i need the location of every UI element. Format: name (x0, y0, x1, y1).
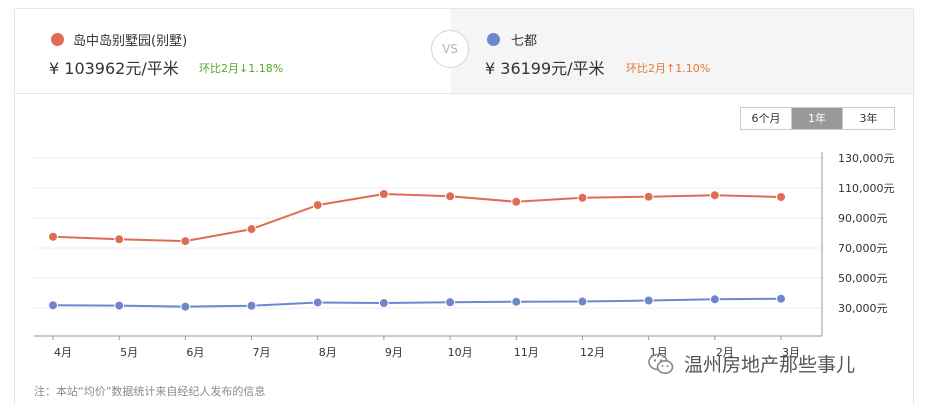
series-0-point (577, 192, 588, 203)
x-tick-label: 9月 (385, 346, 403, 359)
series-1-point (643, 295, 654, 306)
right-property-change: 环比2月↑1.10% (626, 62, 711, 75)
series-1-point (312, 297, 323, 308)
x-tick-label: 11月 (514, 346, 539, 359)
right-property-name: 七都 (511, 34, 538, 49)
wechat-icon (648, 353, 674, 374)
range-1-year-button[interactable]: 1年 (792, 108, 843, 129)
x-tick-label: 6月 (186, 346, 204, 359)
y-tick-label: 70,000元 (838, 242, 888, 255)
range-3-years-button[interactable]: 3年 (843, 108, 894, 129)
series-0-point (445, 191, 456, 202)
y-tick-label: 90,000元 (838, 212, 888, 225)
y-tick-label: 130,000元 (838, 152, 895, 165)
series-0-point (378, 189, 389, 199)
data-source-note: 注：本站“均价”数据统计来自经纪人发布的信息 (34, 385, 266, 398)
series-0-point (114, 234, 125, 245)
x-tick-label: 12月 (580, 346, 605, 359)
left-property-price: ¥ 103962元/平米 (49, 59, 179, 78)
watermark: 温州房地产那些事儿 (648, 350, 855, 377)
series-line-1 (52, 297, 782, 308)
series-1-point (180, 301, 191, 312)
series-0-point (709, 190, 720, 201)
series-0-point (776, 192, 786, 202)
x-tick-label: 3月 (782, 346, 800, 359)
right-property-price: ¥ 36199元/平米 (485, 59, 605, 78)
y-tick-label: 50,000元 (838, 272, 888, 285)
series-1-point (48, 300, 58, 311)
series-0-point (48, 231, 58, 242)
chart-card (14, 8, 914, 405)
series-1-point (577, 296, 588, 307)
series-1-point (445, 297, 456, 308)
right-series-dot (487, 33, 500, 46)
x-tick-label: 7月 (253, 346, 271, 359)
x-tick-label: 2月 (716, 346, 734, 359)
comparison-header: 岛中岛别墅园(别墅) ¥ 103962元/平米 环比2月↓1.18% 七都 ¥ … (15, 9, 913, 94)
left-series-dot (51, 33, 64, 46)
left-property-name: 岛中岛别墅园(别墅) (73, 34, 188, 49)
series-1-point (246, 300, 257, 311)
series-1-point (776, 293, 786, 304)
series-0-point (180, 236, 191, 247)
x-tick-label: 8月 (319, 346, 337, 359)
x-tick-label: 5月 (120, 346, 138, 359)
series-line-0 (52, 192, 782, 243)
left-property-change: 环比2月↓1.18% (199, 62, 284, 75)
right-property-panel[interactable]: 七都 ¥ 36199元/平米 环比2月↑1.10% (451, 9, 913, 93)
left-property-panel[interactable]: 岛中岛别墅园(别墅) ¥ 103962元/平米 环比2月↓1.18% (15, 9, 451, 93)
time-range-selector: 6个月 1年 3年 (740, 107, 895, 130)
watermark-text: 温州房地产那些事儿 (684, 354, 856, 376)
price-line-chart: 130,000元 110,000元 90,000元 70,000元 50,000元 30,… (34, 152, 895, 359)
series-1-point (511, 296, 522, 307)
series-0-point (511, 196, 522, 207)
y-tick-label: 30,000元 (838, 302, 888, 315)
series-1-point (378, 298, 389, 309)
series-0-point (246, 224, 257, 235)
x-tick-label: 4月 (54, 346, 72, 359)
series-1-point (114, 300, 125, 311)
vs-badge: VS (431, 30, 469, 68)
series-1-point (709, 294, 720, 305)
x-tick-label: 10月 (448, 346, 473, 359)
range-6-months-button[interactable]: 6个月 (741, 108, 792, 129)
y-tick-label: 110,000元 (838, 182, 895, 195)
series-0-point (312, 200, 323, 211)
series-0-point (643, 191, 654, 202)
